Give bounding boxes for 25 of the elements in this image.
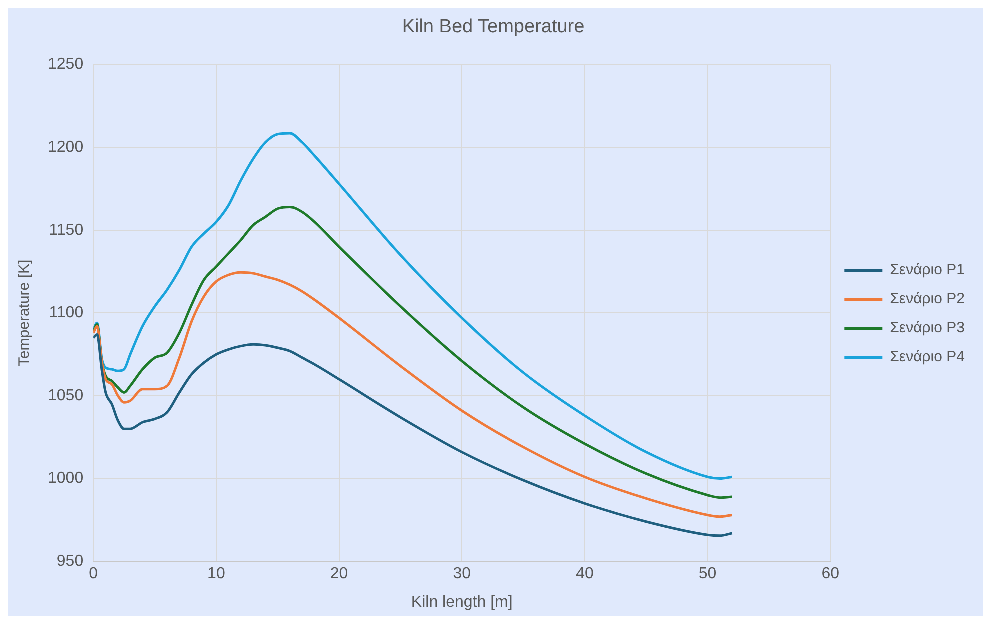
x-tick-label: 0 xyxy=(89,566,98,583)
legend-label: Σενάριο P3 xyxy=(890,320,966,337)
x-axis-title: Kiln length [m] xyxy=(411,594,513,611)
y-tick-label: 1100 xyxy=(49,304,84,322)
legend-label: Σενάριο P4 xyxy=(890,348,966,366)
x-tick-label: 40 xyxy=(576,566,594,583)
x-tick-label: 60 xyxy=(822,566,840,583)
y-tick-label: 1000 xyxy=(48,470,84,488)
line-series xyxy=(94,271,734,518)
y-axis-title: Temperature [K] xyxy=(16,260,34,367)
legend-label: Σενάριο P1 xyxy=(890,262,966,279)
line-series xyxy=(94,132,734,480)
chart-title: Kiln Bed Temperature xyxy=(402,16,585,38)
line-series xyxy=(94,206,734,500)
x-tick-label: 50 xyxy=(698,566,717,583)
y-tick-label: 950 xyxy=(56,553,84,570)
line-series xyxy=(94,333,734,538)
x-tick-label: 10 xyxy=(208,566,226,583)
y-tick-label: 1250 xyxy=(48,56,84,74)
y-tick-label: 1200 xyxy=(48,139,84,156)
y-tick-label: 1050 xyxy=(48,387,84,404)
x-tick-label: 20 xyxy=(330,566,348,583)
legend-label: Σενάριο P2 xyxy=(890,290,966,308)
x-tick-label: 30 xyxy=(453,566,472,583)
y-tick-label: 1150 xyxy=(49,222,84,239)
